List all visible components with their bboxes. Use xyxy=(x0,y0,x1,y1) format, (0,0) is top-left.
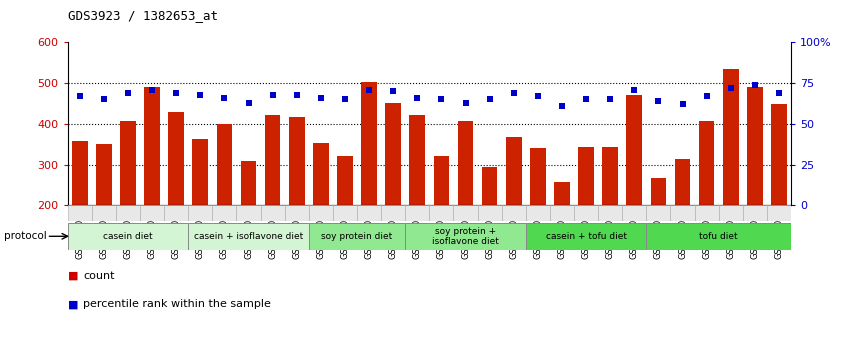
Bar xyxy=(96,144,112,205)
Text: soy protein +
isoflavone diet: soy protein + isoflavone diet xyxy=(432,227,499,246)
Bar xyxy=(261,205,284,221)
Bar xyxy=(309,205,333,221)
Bar xyxy=(192,139,208,205)
Text: ■: ■ xyxy=(68,299,78,309)
Bar xyxy=(477,205,502,221)
Bar xyxy=(578,147,594,205)
Bar xyxy=(405,223,525,250)
Text: casein diet: casein diet xyxy=(103,232,153,241)
Bar xyxy=(385,103,401,205)
Bar xyxy=(381,205,405,221)
Bar xyxy=(674,159,690,205)
Bar xyxy=(670,205,695,221)
Bar xyxy=(313,143,329,205)
Bar xyxy=(288,118,305,205)
Bar xyxy=(506,137,522,205)
Bar xyxy=(722,69,739,205)
Bar xyxy=(144,87,160,205)
Bar xyxy=(72,141,88,205)
Text: percentile rank within the sample: percentile rank within the sample xyxy=(83,299,271,309)
Text: soy protein diet: soy protein diet xyxy=(321,232,393,241)
Bar xyxy=(429,205,453,221)
Bar xyxy=(433,156,449,205)
Bar xyxy=(699,121,715,205)
Text: casein + isoflavone diet: casein + isoflavone diet xyxy=(194,232,303,241)
Bar xyxy=(333,205,357,221)
Bar xyxy=(68,223,188,250)
Bar xyxy=(602,147,618,205)
Bar xyxy=(747,87,763,205)
Bar xyxy=(212,205,237,221)
Bar xyxy=(164,205,188,221)
Bar xyxy=(405,205,429,221)
Bar xyxy=(481,167,497,205)
Bar xyxy=(140,205,164,221)
Bar xyxy=(502,205,525,221)
Bar xyxy=(116,205,140,221)
Bar xyxy=(361,82,377,205)
Bar xyxy=(309,223,405,250)
Bar xyxy=(771,104,787,205)
Bar xyxy=(525,205,550,221)
Text: tofu diet: tofu diet xyxy=(700,232,738,241)
Text: casein + tofu diet: casein + tofu diet xyxy=(546,232,627,241)
Text: count: count xyxy=(83,271,114,281)
Bar xyxy=(550,205,574,221)
Bar xyxy=(284,205,309,221)
Bar xyxy=(168,112,184,205)
Bar xyxy=(530,148,546,205)
Bar xyxy=(458,121,474,205)
Bar xyxy=(217,124,233,205)
Text: protocol: protocol xyxy=(4,231,47,241)
Bar xyxy=(651,178,667,205)
Bar xyxy=(357,205,381,221)
Bar xyxy=(646,223,791,250)
Bar xyxy=(236,205,261,221)
Bar xyxy=(574,205,598,221)
Bar xyxy=(743,205,766,221)
Bar xyxy=(646,205,670,221)
Bar xyxy=(68,205,91,221)
Bar xyxy=(554,182,570,205)
Bar xyxy=(337,156,353,205)
Bar xyxy=(626,95,642,205)
Bar xyxy=(409,115,426,205)
Bar xyxy=(188,205,212,221)
Bar xyxy=(525,223,646,250)
Bar xyxy=(695,205,719,221)
Bar xyxy=(719,205,743,221)
Bar xyxy=(91,205,116,221)
Text: GDS3923 / 1382653_at: GDS3923 / 1382653_at xyxy=(68,9,217,22)
Bar xyxy=(265,115,281,205)
Bar xyxy=(188,223,309,250)
Bar xyxy=(598,205,622,221)
Bar xyxy=(240,161,256,205)
Bar xyxy=(120,121,136,205)
Text: ■: ■ xyxy=(68,271,78,281)
Bar xyxy=(453,205,477,221)
Bar xyxy=(622,205,646,221)
Bar xyxy=(766,205,791,221)
